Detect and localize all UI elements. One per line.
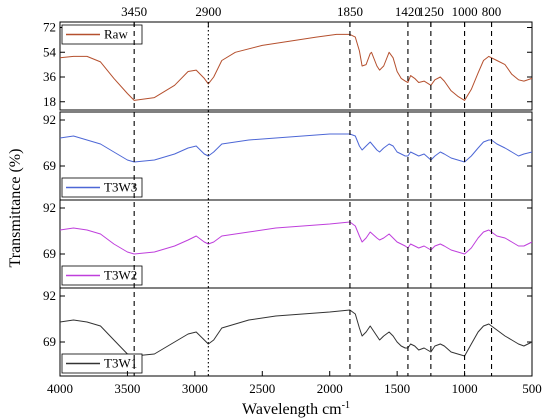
x-axis: 4000 3500 3000 2500 2000 1500 1000 500: [47, 371, 542, 396]
y-tick-label: 69: [43, 246, 56, 261]
reference-label-1000: 1000: [452, 4, 478, 19]
legend-box: [61, 353, 143, 374]
panel-raw: 18 36 54 72 Raw: [43, 20, 533, 111]
y-tick-label: 72: [43, 20, 56, 35]
reference-label-1420: 1420: [395, 4, 421, 19]
x-tick-label: 3500: [114, 381, 140, 396]
legend-label: T3W3: [104, 180, 137, 195]
y-tick-label: 92: [43, 288, 56, 303]
x-tick-label: 500: [522, 381, 542, 396]
x-tick-label: 2500: [249, 381, 275, 396]
reference-lines: [133, 22, 493, 376]
x-axis-title: Wavelength cm-1: [242, 400, 350, 418]
panel-t3w3: 69 92 T3W3: [43, 111, 533, 201]
legend-label: T3W2: [104, 268, 137, 283]
reference-label-2900: 2900: [195, 4, 221, 19]
y-tick-label: 69: [43, 334, 56, 349]
series-line-t3w3: [59, 133, 533, 163]
series-line-t3w2: [59, 221, 533, 255]
panel-frame: [59, 287, 533, 377]
legend-box: [61, 265, 143, 286]
panels: 18 36 54 72 Raw 69 92 T3W3 69 92 T3W2 69 92 T3W1: [43, 20, 533, 377]
x-tick-label: 2000: [317, 381, 343, 396]
x-axis-title-superscript: -1: [342, 400, 350, 411]
legend-box: [61, 24, 143, 45]
y-tick-label: 36: [43, 69, 57, 84]
series-line-t3w1: [59, 309, 533, 357]
y-tick-label: 92: [43, 200, 56, 215]
reference-label-800: 800: [482, 4, 502, 19]
x-tick-label: 1500: [384, 381, 410, 396]
legend-label: T3W1: [104, 356, 137, 371]
reference-label-1850: 1850: [337, 4, 363, 19]
panel-t3w2: 69 92 T3W2: [43, 199, 533, 289]
x-tick-label: 4000: [47, 381, 73, 396]
panel-frame: [59, 21, 533, 111]
reference-label-1250: 1250: [418, 4, 444, 19]
y-tick-label: 92: [43, 112, 56, 127]
series-line-raw: [59, 33, 533, 101]
y-axis-title: Transmittance (%): [7, 149, 24, 268]
reference-label-3450: 3450: [121, 4, 147, 19]
legend-label: Raw: [104, 27, 128, 42]
x-tick-label: 1000: [452, 381, 478, 396]
legend-box: [61, 177, 143, 198]
x-tick-label: 3000: [182, 381, 208, 396]
panel-t3w1: 69 92 T3W1: [43, 287, 533, 377]
y-tick-label: 18: [43, 94, 56, 109]
x-axis-title-main: Wavelength cm: [242, 401, 342, 418]
y-tick-label: 54: [43, 44, 57, 59]
y-tick-label: 69: [43, 158, 56, 173]
